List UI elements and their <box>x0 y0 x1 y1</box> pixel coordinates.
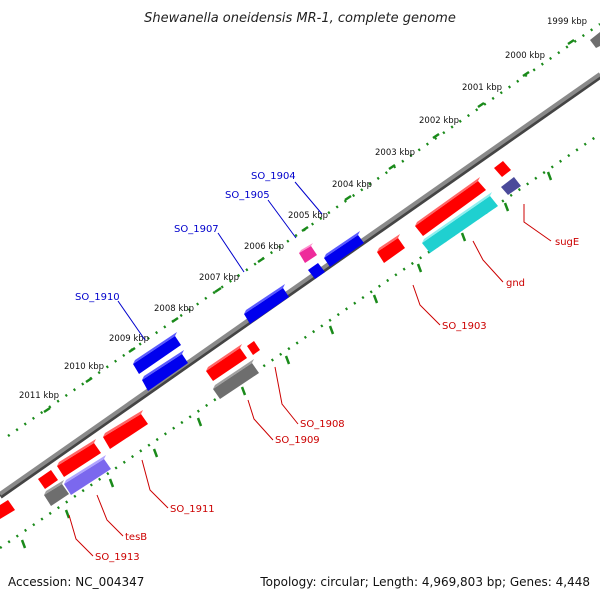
gene-feature[interactable] <box>64 459 111 495</box>
gene-label: SO_1904 <box>251 171 296 182</box>
gene-feature[interactable] <box>247 341 260 355</box>
gene-label: SO_1903 <box>442 321 487 332</box>
kbp-label: 2002 kbp <box>419 116 459 126</box>
gene-feature[interactable] <box>324 235 364 267</box>
inner-tick-track <box>0 132 600 550</box>
kbp-label: 2005 kbp <box>288 211 328 221</box>
reverse-genes <box>0 161 521 519</box>
gene-label: gnd <box>506 278 525 289</box>
gene-feature[interactable] <box>244 288 289 324</box>
gene-label: sugE <box>555 237 579 248</box>
gene-label: SO_1909 <box>275 435 320 446</box>
gene-feature[interactable] <box>590 32 600 48</box>
kbp-labels: 1999 kbp 2000 kbp 2001 kbp 2002 kbp 2003… <box>19 17 587 401</box>
gene-feature[interactable] <box>38 470 58 489</box>
gene-feature[interactable] <box>142 354 188 391</box>
kbp-label: 2009 kbp <box>109 334 149 344</box>
forward-gene-labels: SO_1904 SO_1905 SO_1907 SO_1910 <box>75 171 296 303</box>
outer-major-ticks <box>43 38 575 414</box>
gene-feature[interactable] <box>206 348 247 381</box>
kbp-label: 2006 kbp <box>244 242 284 252</box>
gene-feature[interactable] <box>44 484 69 506</box>
kbp-label: 2007 kbp <box>199 273 239 283</box>
gene-feature[interactable] <box>494 161 511 177</box>
gene-label: SO_1913 <box>95 552 140 563</box>
forward-genes <box>133 32 600 391</box>
map-title: Shewanella oneidensis MR-1, complete gen… <box>144 11 456 26</box>
gene-label: SO_1908 <box>300 419 345 430</box>
gene-feature[interactable] <box>133 336 181 374</box>
gene-label: SO_1905 <box>225 190 270 201</box>
gene-feature[interactable] <box>422 196 498 253</box>
accession-text: Accession: NC_004347 <box>8 575 144 589</box>
reverse-gene-labels: sugE gnd SO_1903 SO_1908 SO_1909 SO_1911… <box>95 237 579 563</box>
backbone <box>0 72 600 496</box>
gene-label: SO_1907 <box>174 224 219 235</box>
gene-feature[interactable] <box>0 500 15 519</box>
gene-label: tesB <box>125 532 147 543</box>
kbp-label: 1999 kbp <box>547 17 587 27</box>
gene-feature[interactable] <box>308 263 325 279</box>
kbp-label: 2004 kbp <box>332 180 372 190</box>
kbp-label: 2011 kbp <box>19 391 59 401</box>
gene-feature[interactable] <box>213 363 259 399</box>
genome-summary: Topology: circular; Length: 4,969,803 bp… <box>259 575 590 589</box>
kbp-label: 2001 kbp <box>462 83 502 93</box>
gene-feature[interactable] <box>299 246 317 263</box>
gene-label: SO_1911 <box>170 504 215 515</box>
gene-feature[interactable] <box>415 181 486 236</box>
reverse-leader-lines <box>68 204 552 557</box>
kbp-label: 2000 kbp <box>505 51 545 61</box>
gene-feature[interactable] <box>103 414 148 449</box>
gene-feature[interactable] <box>57 443 101 477</box>
gene-feature[interactable] <box>377 238 405 263</box>
gene-label: SO_1910 <box>75 292 120 303</box>
forward-leader-lines <box>117 181 323 341</box>
kbp-label: 2008 kbp <box>154 304 194 314</box>
gene-feature[interactable] <box>501 177 521 195</box>
kbp-label: 2003 kbp <box>375 148 415 158</box>
inner-major-ticks <box>20 171 553 549</box>
kbp-label: 2010 kbp <box>64 362 104 372</box>
